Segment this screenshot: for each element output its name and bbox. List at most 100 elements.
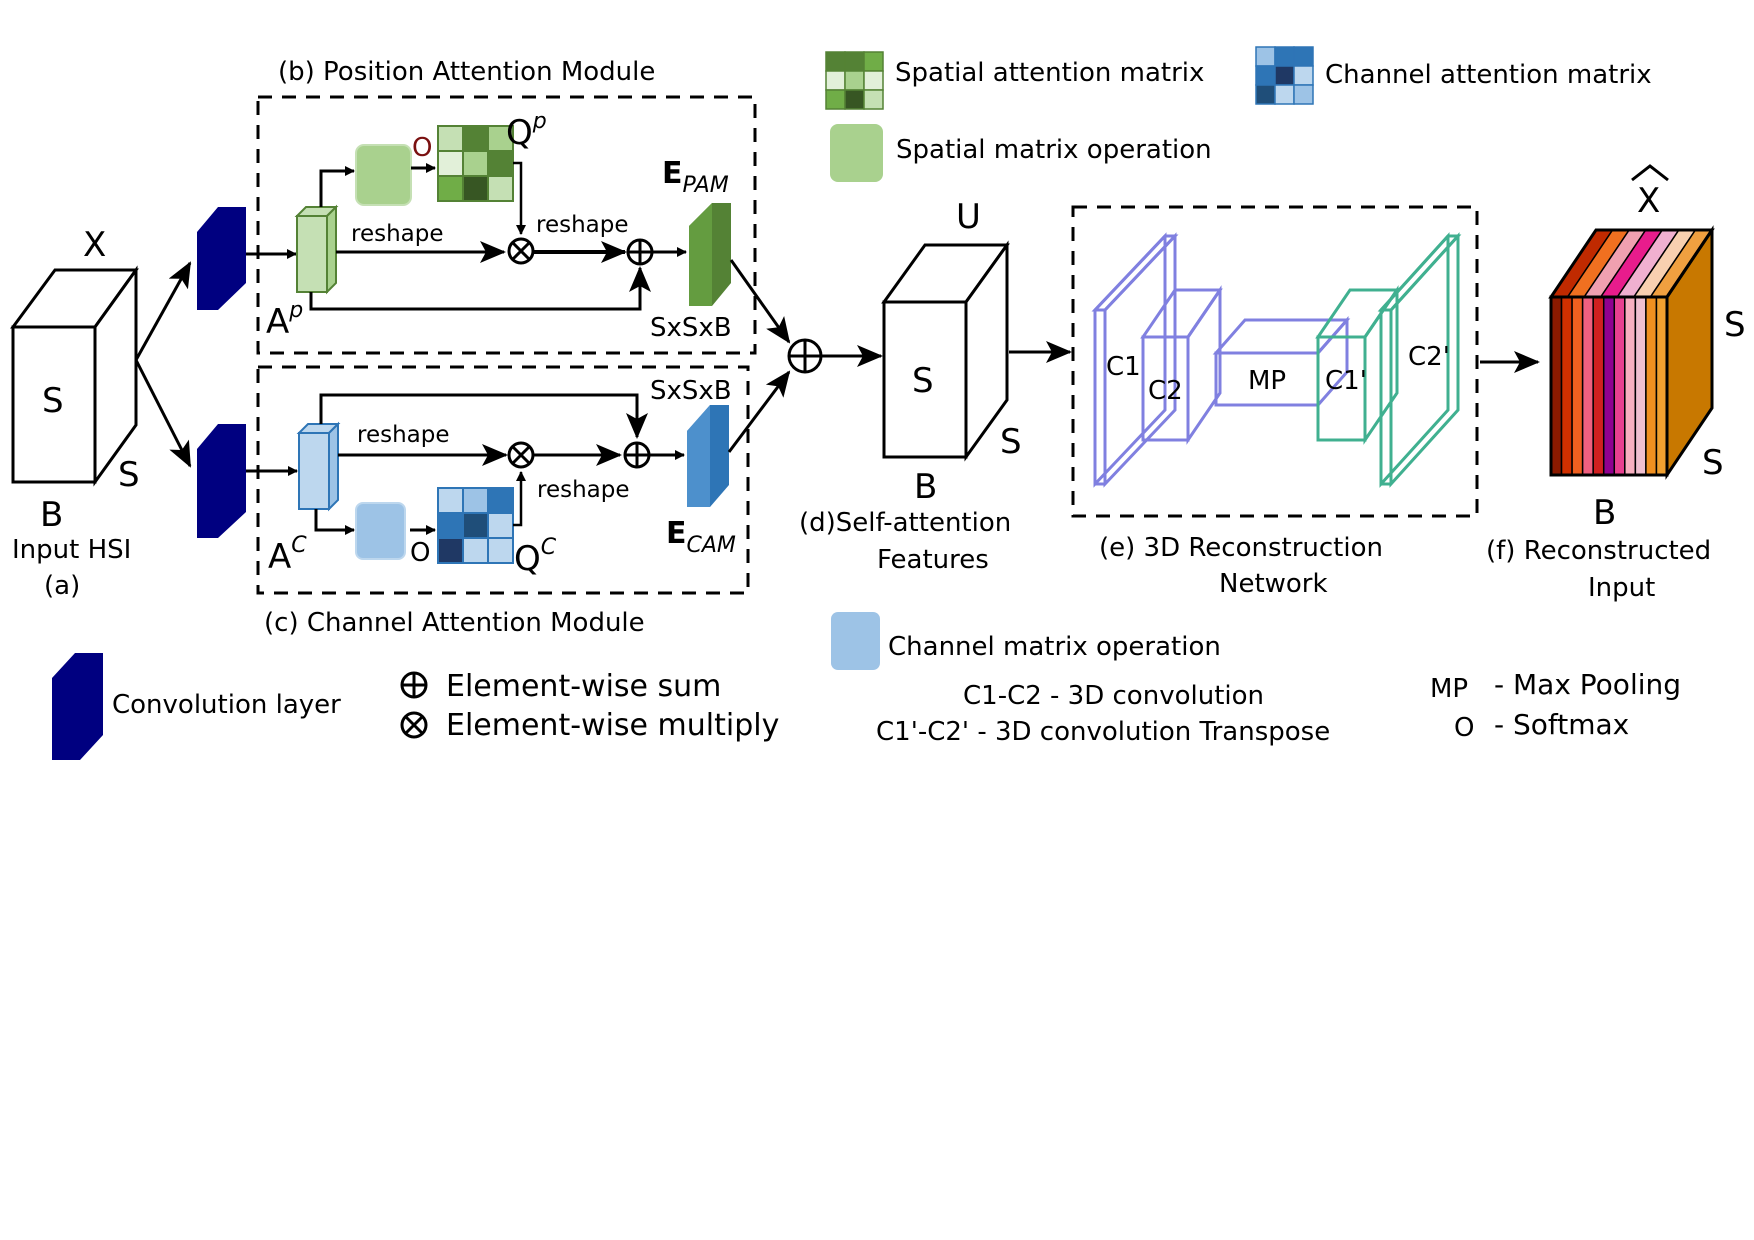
cam-title: (c) Channel Attention Module <box>264 608 645 638</box>
legend-c1pc2p-def: C1'-C2' - 3D convolution Transpose <box>876 717 1330 747</box>
cam-box <box>256 365 750 595</box>
epam-block-face <box>689 203 712 306</box>
input-caption: Input HSI <box>12 535 131 565</box>
conv-layer-top <box>197 207 246 310</box>
multiply-op-pam <box>507 237 535 265</box>
front-band-stripe <box>1624 296 1637 476</box>
input-s-side-label: S <box>118 455 140 495</box>
u-label: U <box>956 197 981 237</box>
legend-spatial-attention-matrix: Spatial attention matrix <box>895 58 1204 88</box>
legend-mp-key: MP <box>1430 674 1468 704</box>
input-x-label: X <box>83 225 106 265</box>
decoder-layers <box>1315 232 1462 488</box>
ecam-block-face <box>687 405 710 507</box>
input-tag: (a) <box>44 571 80 601</box>
arrow-ac-to-channel-op <box>314 509 355 535</box>
arrow-ac-skip-to-sum-cam <box>319 393 648 439</box>
legend-channel-attention-matrix: Channel attention matrix <box>1325 60 1652 90</box>
ap-feature-block <box>294 204 339 295</box>
u-s-side-label: S <box>1000 422 1022 462</box>
epam-label: EPAM <box>662 156 729 198</box>
input-b-label: B <box>40 495 63 535</box>
conv-layer-bottom <box>197 424 246 538</box>
arrow-ecam-to-fusion <box>727 370 791 453</box>
xhat-b-label: B <box>1593 493 1616 533</box>
recon-net-caption-2: Network <box>1219 569 1328 599</box>
convolution-layer-icon <box>52 653 103 760</box>
front-band-stripe <box>1592 296 1605 476</box>
recon-input-caption-1: (f) Reconstructed <box>1486 536 1711 566</box>
qp-matrix <box>437 125 514 202</box>
self-attention-cube <box>881 240 1010 462</box>
input-hsi-cube <box>10 265 139 487</box>
arrow-ap-to-spatial-op <box>319 166 355 207</box>
channel-matrix-operation-icon <box>831 612 880 670</box>
front-band-stripe <box>1655 296 1668 476</box>
legend-c1c2-def: C1-C2 - 3D convolution <box>963 681 1264 711</box>
reshape-cam-1-label: reshape <box>357 422 450 448</box>
ecam-label: ECAM <box>666 516 736 558</box>
sxsxb-cam-label: SxSxB <box>650 376 732 406</box>
front-band-stripe <box>1634 296 1647 476</box>
qc-matrix <box>437 487 514 564</box>
ac-feature-block <box>296 421 341 512</box>
legend-o-def: - Softmax <box>1494 708 1629 741</box>
arrow-ap-skip-to-sum-pam <box>309 266 651 311</box>
c1p-label: C1' <box>1325 366 1367 396</box>
c2-label: C2 <box>1148 376 1183 406</box>
legend-elementwise-sum: Element-wise sum <box>446 669 721 704</box>
self-attention-caption-2: Features <box>877 545 989 575</box>
legend-o-key: O <box>1454 713 1474 743</box>
sxsxb-pam-label: SxSxB <box>650 313 732 343</box>
fusion-sum-op <box>787 338 823 374</box>
u-s-front-label: S <box>912 361 934 401</box>
c1-label: C1 <box>1106 352 1141 382</box>
spatial-matrix-operation-icon <box>830 124 883 182</box>
arrow-qc-to-multiply-cam <box>513 471 526 527</box>
front-band-stripe <box>1560 296 1573 476</box>
arrow-epam-to-fusion <box>729 259 791 344</box>
xhat-label: X <box>1637 181 1660 221</box>
multiply-icon <box>400 711 428 739</box>
ac-label: AC <box>268 533 307 577</box>
input-s-front-label: S <box>42 381 64 421</box>
arrow-qp-to-multiply-pam <box>513 161 526 235</box>
legend-elementwise-multiply: Element-wise multiply <box>446 708 779 743</box>
spatial-op-pam <box>355 144 412 206</box>
self-attention-caption-1: (d)Self-attention <box>799 508 1011 538</box>
xhat-hat <box>1631 164 1669 182</box>
multiply-op-cam <box>507 441 535 469</box>
pam-box <box>256 95 757 355</box>
arrow-input-to-conv-top <box>134 261 192 361</box>
front-band-stripe <box>1571 296 1584 476</box>
reshape-cam-2-label: reshape <box>537 477 630 503</box>
channel-op-cam <box>355 502 406 560</box>
reconstructed-cube <box>1548 225 1715 480</box>
front-band-stripe <box>1602 296 1616 476</box>
sum-op-cam <box>623 441 651 469</box>
front-band-stripe <box>1645 296 1658 476</box>
recon-input-caption-2: Input <box>1588 573 1655 603</box>
legend-spatial-matrix-operation: Spatial matrix operation <box>896 135 1212 165</box>
channel-attention-matrix-icon <box>1255 46 1314 105</box>
reshape-pam-2-label: reshape <box>536 212 629 238</box>
c2p-label: C2' <box>1408 342 1450 372</box>
ap-label: Ap <box>266 298 303 342</box>
xhat-s-side-label: S <box>1724 305 1746 345</box>
softmax-o-pam: O <box>412 133 432 163</box>
reshape-pam-1-label: reshape <box>351 221 444 247</box>
legend-convolution-layer: Convolution layer <box>112 690 341 720</box>
u-b-label: B <box>914 467 937 507</box>
sum-icon <box>400 671 428 699</box>
qp-label: Qp <box>506 109 547 153</box>
front-band-stripe <box>1613 296 1626 476</box>
front-band-stripe <box>1550 296 1563 476</box>
arrow-input-to-conv-bottom <box>134 359 192 468</box>
xhat-s-bottom-label: S <box>1702 443 1724 483</box>
legend-channel-matrix-operation: Channel matrix operation <box>888 632 1221 662</box>
recon-net-box <box>1071 205 1479 518</box>
front-band-stripe <box>1581 296 1594 476</box>
mp-label: MP <box>1248 366 1286 396</box>
pam-title: (b) Position Attention Module <box>278 57 655 87</box>
